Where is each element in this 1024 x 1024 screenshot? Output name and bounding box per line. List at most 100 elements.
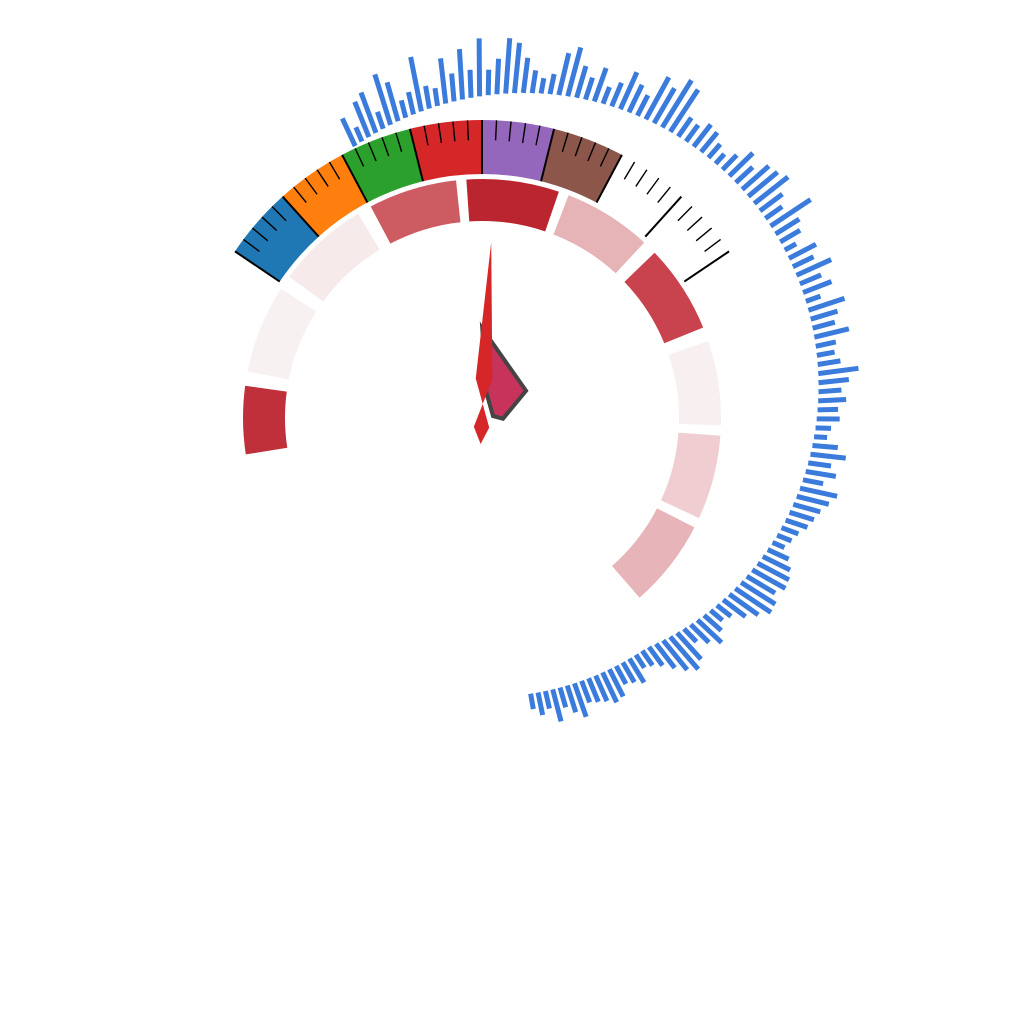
inner-ring-segment xyxy=(286,210,383,305)
radial-bar xyxy=(564,684,579,713)
minor-tick xyxy=(381,137,390,157)
color-band-segment xyxy=(234,196,319,282)
inner-ring-segment xyxy=(241,383,290,457)
radial-bar xyxy=(740,164,771,192)
radial-bar xyxy=(739,580,777,607)
radial-bar xyxy=(708,608,725,623)
minor-tick xyxy=(466,120,470,141)
radial-bar xyxy=(618,71,640,111)
radial-bar xyxy=(813,326,850,340)
radial-bar xyxy=(372,73,393,126)
minor-tick xyxy=(574,137,583,157)
major-tick xyxy=(281,195,320,238)
radial-bar xyxy=(727,151,755,178)
minor-tick xyxy=(423,125,429,146)
radial-bar xyxy=(805,293,822,304)
minor-tick xyxy=(494,120,498,141)
radial-bar xyxy=(340,117,358,148)
radial-bar xyxy=(699,130,720,154)
minor-tick xyxy=(646,177,660,195)
radial-bar xyxy=(654,642,677,670)
radial-bar xyxy=(586,677,601,703)
radial-bar xyxy=(408,56,424,112)
radial-bar xyxy=(609,81,624,108)
color-band-segment xyxy=(342,128,423,203)
radial-bar xyxy=(734,165,755,185)
radial-bar xyxy=(812,443,839,451)
minor-tick xyxy=(242,238,260,253)
minor-tick xyxy=(677,206,693,222)
radial-bar xyxy=(763,204,784,221)
minor-tick xyxy=(657,186,671,204)
radial-bar xyxy=(406,91,416,116)
radial-bar xyxy=(528,693,536,710)
radial-bar xyxy=(627,657,647,684)
radial-bar xyxy=(456,48,465,100)
radial-bar xyxy=(353,126,365,143)
minor-tick xyxy=(623,161,636,180)
radial-bar xyxy=(799,485,838,499)
radial-bar xyxy=(613,664,629,686)
radial-bar xyxy=(805,468,837,479)
radial-bar xyxy=(771,540,786,550)
radial-bar xyxy=(792,501,821,515)
radial-bar xyxy=(668,635,701,671)
minor-tick xyxy=(599,148,610,167)
radial-bar xyxy=(689,622,711,645)
major-tick xyxy=(341,154,369,204)
radial-bar xyxy=(727,592,760,617)
radial-bar xyxy=(494,58,502,95)
radial-bar xyxy=(702,613,723,633)
major-tick xyxy=(234,250,281,283)
radial-bar xyxy=(682,627,699,644)
radial-bar xyxy=(758,192,784,213)
radial-bar xyxy=(398,99,409,119)
color-band-segment xyxy=(596,154,682,237)
minor-tick xyxy=(316,169,329,187)
minor-tick xyxy=(354,148,365,167)
radial-bar xyxy=(640,649,655,667)
radial-bar xyxy=(643,76,672,121)
minor-tick xyxy=(395,132,403,153)
radial-bar xyxy=(557,686,569,708)
radial-bar xyxy=(556,52,572,96)
minor-tick xyxy=(271,206,287,222)
minor-tick xyxy=(328,161,341,180)
radial-bar xyxy=(358,91,379,134)
radial-bar xyxy=(547,73,557,95)
radial-bar xyxy=(706,142,723,160)
radial-bar xyxy=(572,682,589,718)
radial-bar xyxy=(796,493,830,507)
radial-bar xyxy=(752,175,790,206)
radial-bar xyxy=(467,69,474,98)
radial-bar xyxy=(449,73,457,102)
radial-bar xyxy=(529,69,539,94)
inner-ring-segment xyxy=(464,177,562,234)
minor-tick xyxy=(535,125,541,146)
radial-bar xyxy=(715,603,733,619)
radial-bar xyxy=(583,76,595,101)
radial-bar xyxy=(511,42,522,94)
radial-bar xyxy=(591,67,609,103)
radial-bar xyxy=(579,679,593,704)
minor-tick xyxy=(635,169,648,187)
major-tick xyxy=(644,195,683,238)
radial-bar xyxy=(565,46,584,97)
radial-bar xyxy=(815,339,837,349)
radial-bar xyxy=(542,690,552,710)
radial-bar xyxy=(661,638,690,672)
gauge-needle xyxy=(473,242,493,444)
radial-bar xyxy=(766,547,790,562)
radial-bar xyxy=(720,153,739,172)
minor-tick xyxy=(367,142,377,162)
radial-bar xyxy=(774,216,801,237)
inner-ring-segment xyxy=(550,192,648,277)
radial-bar xyxy=(795,257,833,278)
radial-bar xyxy=(745,574,777,596)
minor-tick xyxy=(293,186,307,204)
radial-bar xyxy=(600,86,612,105)
minor-tick xyxy=(587,142,597,162)
radial-bar xyxy=(695,618,724,645)
radial-bar xyxy=(810,451,847,461)
inner-ring-segment xyxy=(666,338,723,428)
